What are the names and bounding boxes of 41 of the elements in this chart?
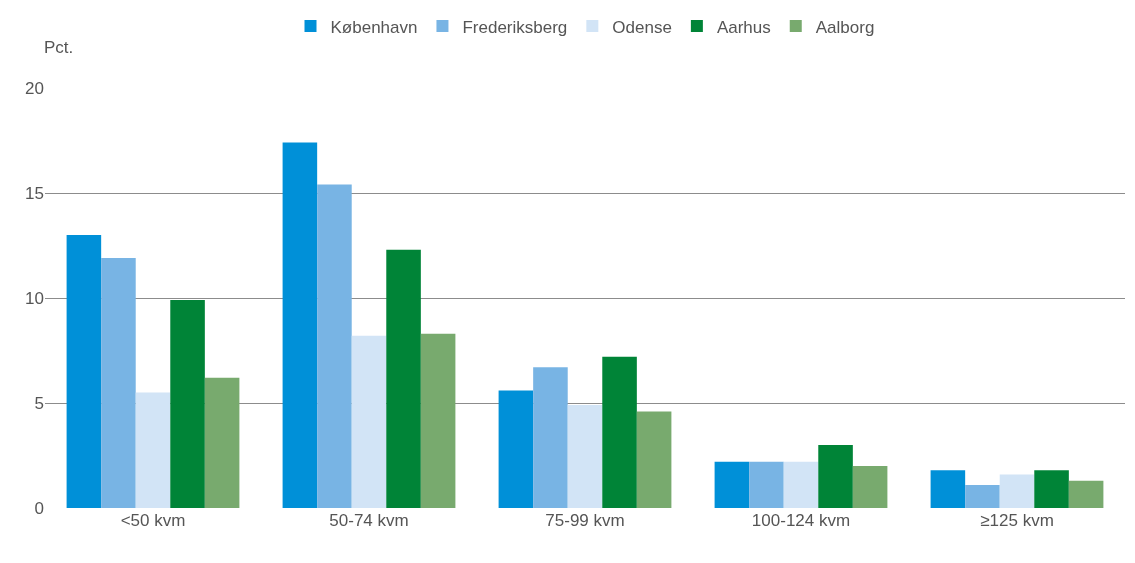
x-tick-label: 75-99 kvm bbox=[545, 511, 625, 530]
bar bbox=[317, 184, 352, 508]
bar bbox=[999, 474, 1035, 508]
bar bbox=[386, 249, 421, 508]
x-tick-label: <50 kvm bbox=[120, 511, 186, 530]
y-tick-label: 15 bbox=[25, 183, 44, 203]
bar bbox=[852, 466, 888, 508]
bar bbox=[170, 300, 205, 508]
bar bbox=[783, 461, 819, 508]
legend-label: Aarhus bbox=[716, 17, 771, 37]
bar bbox=[351, 335, 387, 508]
bar bbox=[420, 333, 456, 508]
legend-label: Odense bbox=[612, 17, 672, 37]
y-tick-label: 10 bbox=[25, 288, 44, 308]
legend-label: Aalborg bbox=[815, 17, 875, 37]
y-tick-label: 20 bbox=[25, 78, 44, 98]
bar bbox=[1068, 480, 1104, 508]
bar bbox=[818, 445, 853, 508]
bar bbox=[66, 235, 102, 508]
bar bbox=[965, 484, 1000, 508]
x-tick-label: 100-124 kvm bbox=[751, 511, 851, 530]
bar bbox=[282, 142, 318, 508]
y-tick-label: 0 bbox=[34, 498, 44, 518]
bar bbox=[567, 405, 603, 508]
bar bbox=[135, 392, 171, 508]
legend-label: København bbox=[330, 17, 418, 37]
bar bbox=[498, 390, 534, 508]
bar bbox=[930, 470, 966, 508]
bar bbox=[533, 367, 568, 508]
bar bbox=[714, 461, 750, 508]
y-tick-label: 5 bbox=[34, 393, 44, 413]
bar bbox=[749, 461, 784, 508]
bar bbox=[602, 356, 637, 508]
legend-label: Frederiksberg bbox=[462, 17, 568, 37]
bar bbox=[636, 411, 672, 508]
bar bbox=[204, 377, 240, 508]
y-axis-title: Pct. bbox=[44, 38, 74, 57]
x-tick-label: 50-74 kvm bbox=[329, 511, 409, 530]
x-tick-label: ≥125 kvm bbox=[980, 511, 1054, 530]
bar bbox=[1034, 470, 1069, 508]
bar bbox=[101, 258, 136, 508]
